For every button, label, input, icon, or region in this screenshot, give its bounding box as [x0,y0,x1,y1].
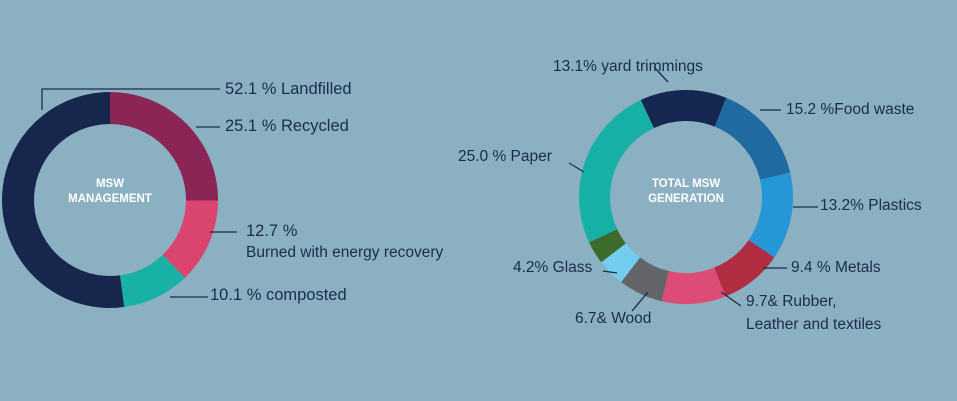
title-line: TOTAL MSW [651,178,721,190]
leader-rubber [720,291,742,307]
label-burned-desc: Burned with energy recovery [246,244,444,261]
slice-burned-with-energy-recovery [162,200,218,278]
label-paper: 25.0 % Paper [458,148,552,165]
title-line: MANAGEMENT [68,193,152,205]
label-glass: 4.2% Glass [513,259,593,276]
msw-management-title: MSW MANAGEMENT [40,177,180,207]
slice-metals [714,239,775,297]
leader-glass [602,270,618,274]
label-recycled: 25.1 % Recycled [225,117,349,135]
label-composted: 10.1 % composted [210,286,347,304]
leader-paper [568,162,585,173]
msw-generation-title: TOTAL MSW GENERATION [616,177,756,207]
slice-rubber-leather-and-textiles [661,267,726,304]
slice-plastics [748,172,793,258]
slice-landfilled [1,92,125,308]
slice-composted [119,254,185,308]
slice-yard-trimmings [640,90,727,129]
label-wood: 6.7& Wood [575,310,652,327]
msw-management-donut [1,92,218,308]
leader-wood [631,291,649,312]
label-metals: 9.4 % Metals [791,259,881,276]
slice-paper [579,100,654,243]
label-rubber: 9.7& Rubber, [746,293,837,310]
title-line: GENERATION [648,193,724,205]
label-burned: 12.7 % [246,222,298,240]
slice-food-waste [714,97,791,180]
slice-wood [621,257,669,302]
label-yard: 13.1% yard trimmings [553,58,703,75]
label-landfilled: 52.1 % Landfilled [225,80,352,98]
label-rubber-desc: Leather and textiles [746,316,882,333]
title-line: MSW [95,178,125,190]
label-plastics: 13.2% Plastics [820,197,922,214]
label-food: 15.2 %Food waste [786,101,915,118]
slice-other [589,229,626,263]
slice-recycled [110,92,218,201]
leader-landfilled [41,88,220,110]
leader-yard [653,66,669,83]
leader-lines [41,66,818,312]
